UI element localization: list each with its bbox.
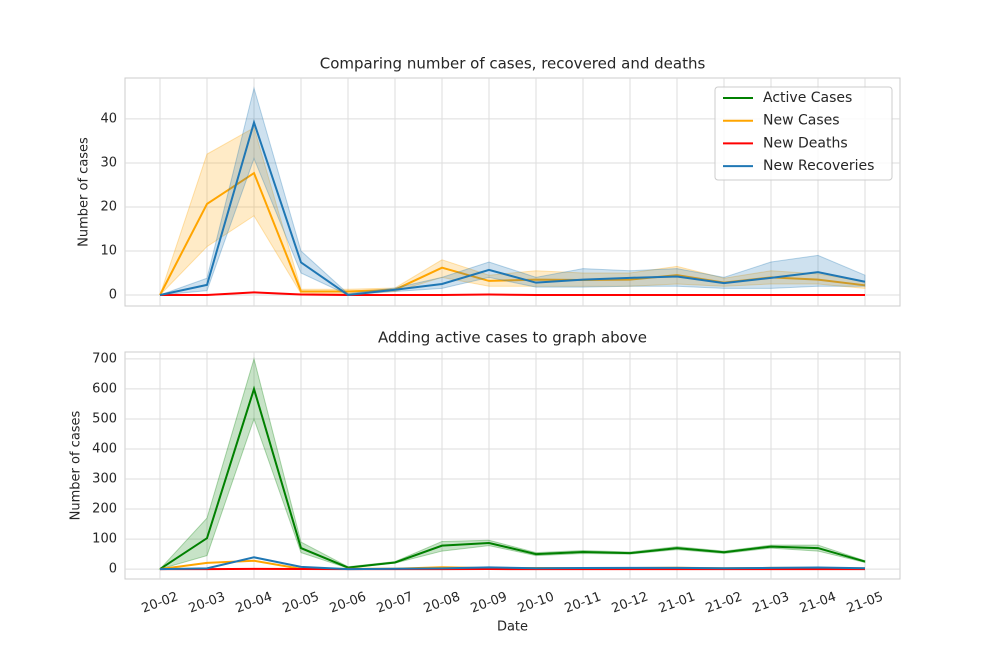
series-line bbox=[160, 291, 865, 296]
x-axis-label: Date bbox=[497, 620, 528, 635]
y-tick-label: 0 bbox=[109, 287, 117, 302]
legend-label: New Recoveries bbox=[763, 158, 874, 174]
x-tick-label: 20-10 bbox=[516, 589, 557, 616]
x-tick-label: 20-05 bbox=[281, 589, 322, 616]
y-axis-label: Number of cases bbox=[77, 137, 92, 247]
series-line bbox=[159, 119, 866, 297]
x-tick-label: 20-11 bbox=[563, 589, 604, 616]
legend-box bbox=[714, 86, 893, 181]
x-tick-label: 20-12 bbox=[610, 589, 651, 616]
x-tick-label: 20-04 bbox=[234, 589, 275, 616]
y-tick-label: 30 bbox=[100, 155, 117, 170]
x-tick-label: 20-07 bbox=[375, 589, 416, 616]
x-tick-label: 20-08 bbox=[422, 589, 463, 616]
x-tick-label: 20-03 bbox=[187, 589, 228, 616]
y-tick-label: 700 bbox=[92, 351, 117, 366]
y-tick-label: 400 bbox=[92, 441, 117, 456]
y-tick-label: 200 bbox=[92, 502, 117, 517]
series-line bbox=[159, 385, 866, 570]
chart-title: Comparing number of cases, recovered and… bbox=[320, 55, 706, 73]
x-tick-label: 21-05 bbox=[845, 589, 886, 616]
series-line bbox=[159, 556, 866, 571]
legend-label: Active Cases bbox=[763, 90, 852, 106]
y-tick-label: 20 bbox=[100, 199, 117, 214]
y-tick-label: 40 bbox=[100, 111, 117, 126]
y-tick-label: 500 bbox=[92, 411, 117, 426]
x-tick-label: 21-03 bbox=[751, 589, 792, 616]
y-tick-label: 10 bbox=[100, 243, 117, 258]
x-tick-label: 20-09 bbox=[469, 589, 510, 616]
y-tick-label: 100 bbox=[92, 532, 117, 547]
x-tick-label: 21-01 bbox=[657, 589, 698, 616]
x-tick-label: 21-02 bbox=[704, 589, 745, 616]
x-tick-label: 20-06 bbox=[328, 589, 369, 616]
y-axis-label: Number of cases bbox=[69, 410, 84, 520]
y-tick-label: 600 bbox=[92, 381, 117, 396]
legend-label: New Cases bbox=[763, 113, 840, 129]
chart-title: Adding active cases to graph above bbox=[378, 329, 647, 347]
x-tick-label: 21-04 bbox=[798, 589, 839, 616]
legend-label: New Deaths bbox=[763, 135, 848, 151]
y-tick-label: 300 bbox=[92, 472, 117, 487]
x-tick-label: 20-02 bbox=[140, 589, 181, 616]
y-tick-label: 0 bbox=[109, 562, 117, 577]
